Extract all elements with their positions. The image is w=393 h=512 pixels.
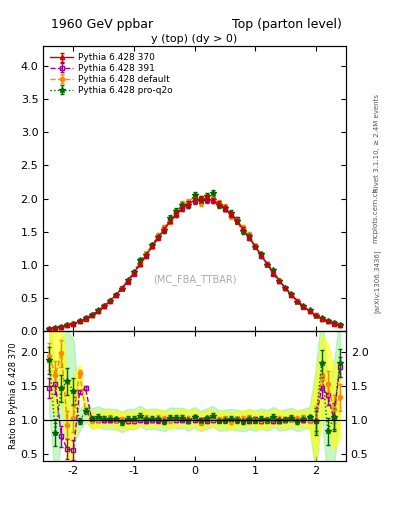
Title: y (top) (dy > 0): y (top) (dy > 0): [151, 34, 238, 44]
Text: mcplots.cern.ch: mcplots.cern.ch: [372, 187, 378, 243]
Text: Top (parton level): Top (parton level): [232, 18, 342, 31]
Legend: Pythia 6.428 370, Pythia 6.428 391, Pythia 6.428 default, Pythia 6.428 pro-q2o: Pythia 6.428 370, Pythia 6.428 391, Pyth…: [48, 51, 175, 97]
Text: 1960 GeV ppbar: 1960 GeV ppbar: [51, 18, 153, 31]
Text: [arXiv:1306.3436]: [arXiv:1306.3436]: [374, 250, 381, 313]
Text: (MC_FBA_TTBAR): (MC_FBA_TTBAR): [153, 274, 236, 285]
Y-axis label: Ratio to Pythia 6.428 370: Ratio to Pythia 6.428 370: [9, 343, 18, 450]
Text: Rivet 3.1.10, ≥ 2.4M events: Rivet 3.1.10, ≥ 2.4M events: [374, 94, 380, 193]
